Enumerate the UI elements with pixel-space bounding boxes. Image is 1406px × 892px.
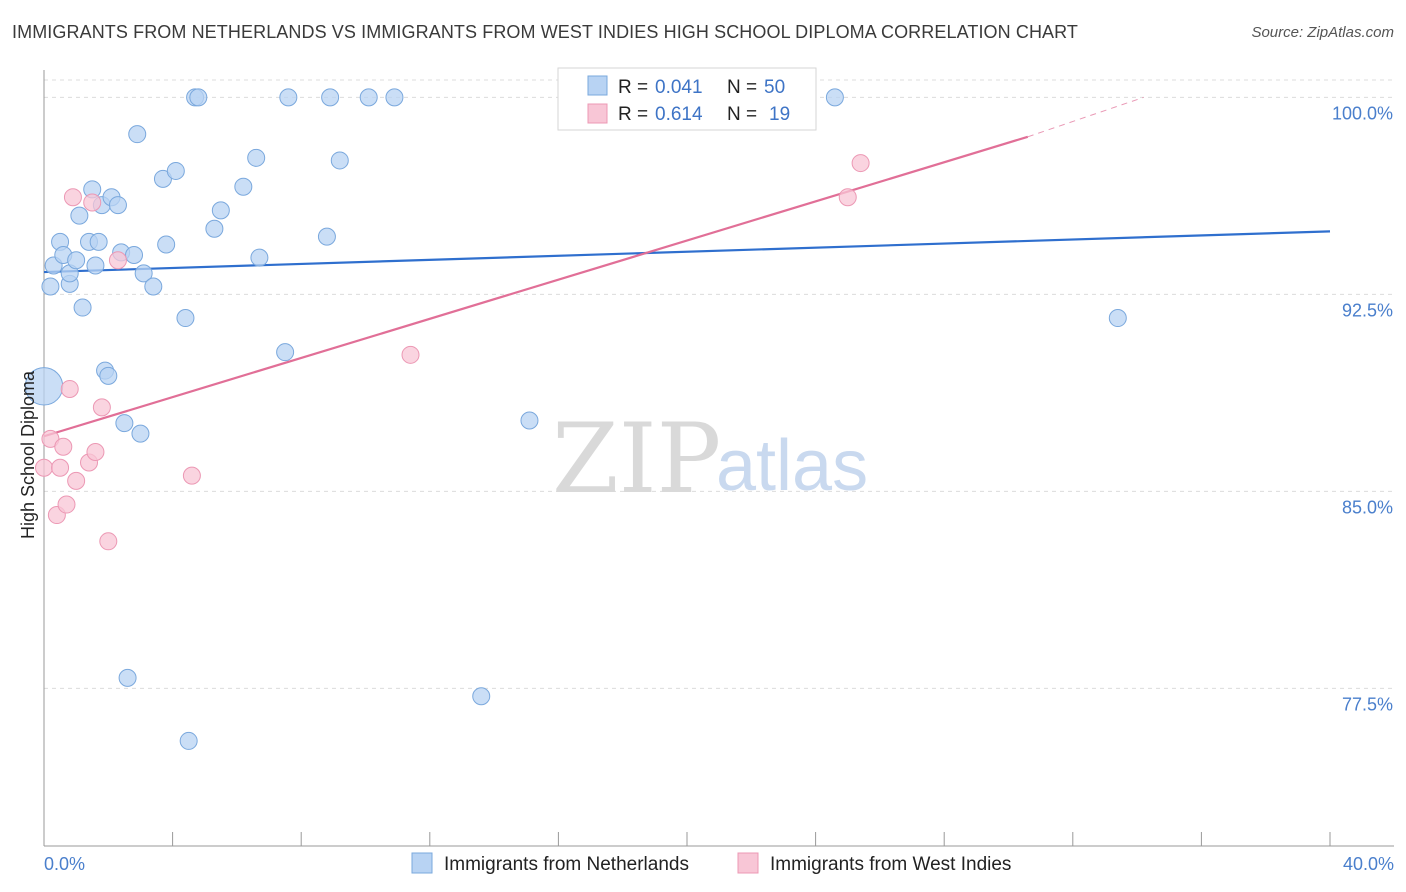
point-netherlands xyxy=(144,277,163,296)
grid-lines xyxy=(44,79,1394,689)
bottom-legend-swatch-netherlands xyxy=(411,852,433,874)
point-netherlands xyxy=(385,88,404,107)
point-netherlands xyxy=(70,206,89,225)
point-netherlands xyxy=(128,125,147,144)
point-netherlands xyxy=(176,309,195,328)
trend-line-extension xyxy=(1027,96,1144,138)
watermark-atlas: atlas xyxy=(716,426,868,506)
point-netherlands xyxy=(205,219,224,238)
point-netherlands xyxy=(131,424,150,443)
trend-line-netherlands xyxy=(43,230,1331,274)
legend-n-label-west-indies: N = xyxy=(727,104,757,125)
trend-line-west-indies xyxy=(43,135,1029,438)
legend-swatch-netherlands xyxy=(587,75,608,96)
legend-n-label-netherlands: N = xyxy=(727,77,757,98)
legend: R = 0.041 N = 50 R = 0.614 N = 19 xyxy=(557,67,817,131)
point-netherlands xyxy=(317,227,336,246)
bottom-legend-label-netherlands: Immigrants from Netherlands xyxy=(444,854,689,875)
legend-r-value-west-indies: 0.614 xyxy=(655,104,703,125)
legend-r-value-netherlands: 0.041 xyxy=(655,77,703,98)
point-west-indies xyxy=(35,458,53,477)
point-netherlands xyxy=(211,201,230,220)
y-tick-label: 85.0% xyxy=(1342,497,1393,517)
point-netherlands xyxy=(179,731,198,750)
watermark: ZIP atlas xyxy=(552,403,868,515)
bottom-legend-label-west-indies: Immigrants from West Indies xyxy=(770,854,1011,875)
point-west-indies xyxy=(83,193,102,212)
point-netherlands xyxy=(321,88,340,107)
point-netherlands xyxy=(153,169,172,188)
point-netherlands xyxy=(115,414,134,433)
point-west-indies xyxy=(182,466,201,485)
point-west-indies xyxy=(851,154,870,173)
point-netherlands xyxy=(134,264,153,283)
source-label: Source: ZipAtlas.com xyxy=(1251,24,1394,41)
point-west-indies xyxy=(108,251,127,270)
legend-n-value-west-indies: 19 xyxy=(769,104,790,125)
point-netherlands xyxy=(250,248,269,267)
y-tick-labels: 77.5% 85.0% 92.5% 100.0% xyxy=(1332,103,1393,714)
point-netherlands xyxy=(825,88,844,107)
point-west-indies xyxy=(54,437,73,456)
point-west-indies xyxy=(67,471,86,490)
watermark-zip: ZIP xyxy=(552,403,721,515)
point-netherlands xyxy=(166,161,185,180)
point-netherlands xyxy=(247,148,266,167)
legend-r-label-netherlands: R = xyxy=(618,77,648,98)
y-tick-label: 100.0% xyxy=(1332,103,1393,123)
point-netherlands xyxy=(472,687,491,706)
axes xyxy=(43,70,1394,847)
x-tick-label-min: 0.0% xyxy=(44,854,85,874)
legend-r-label-west-indies: R = xyxy=(618,104,648,125)
point-west-indies xyxy=(57,495,76,514)
y-tick-label: 77.5% xyxy=(1342,694,1393,714)
bottom-legend-swatch-west-indies xyxy=(737,852,759,874)
point-netherlands xyxy=(108,196,127,215)
point-west-indies xyxy=(401,345,420,364)
point-netherlands xyxy=(99,366,118,385)
legend-swatch-west-indies xyxy=(587,103,608,124)
point-west-indies xyxy=(60,379,79,398)
point-netherlands xyxy=(86,256,105,275)
chart-title: IMMIGRANTS FROM NETHERLANDS VS IMMIGRANT… xyxy=(12,22,1079,42)
point-west-indies xyxy=(51,458,70,477)
point-west-indies xyxy=(63,188,82,207)
data-points xyxy=(24,88,1127,750)
point-netherlands xyxy=(67,251,86,270)
x-ticks xyxy=(43,832,1331,846)
point-west-indies xyxy=(838,188,857,207)
y-tick-label: 92.5% xyxy=(1342,300,1393,320)
point-netherlands xyxy=(279,88,298,107)
point-netherlands xyxy=(157,235,176,254)
trend-lines xyxy=(43,96,1331,438)
point-netherlands xyxy=(276,343,295,362)
point-netherlands xyxy=(125,246,144,264)
point-netherlands xyxy=(118,668,137,687)
point-netherlands xyxy=(234,177,253,196)
point-netherlands xyxy=(73,298,92,317)
point-netherlands xyxy=(1108,309,1127,328)
point-netherlands xyxy=(330,151,349,170)
point-netherlands xyxy=(41,277,60,296)
point-netherlands xyxy=(359,88,378,107)
y-axis-label: High School Diploma xyxy=(18,370,38,539)
x-tick-label-max: 40.0% xyxy=(1343,854,1394,874)
bottom-legend: Immigrants from Netherlands Immigrants f… xyxy=(411,852,1011,875)
point-netherlands xyxy=(520,411,539,430)
point-west-indies xyxy=(99,532,118,551)
point-netherlands xyxy=(89,232,108,251)
point-netherlands xyxy=(189,88,208,107)
point-west-indies xyxy=(86,443,105,461)
legend-n-value-netherlands: 50 xyxy=(764,77,785,98)
point-west-indies xyxy=(92,398,111,417)
point-west-indies xyxy=(41,429,60,448)
